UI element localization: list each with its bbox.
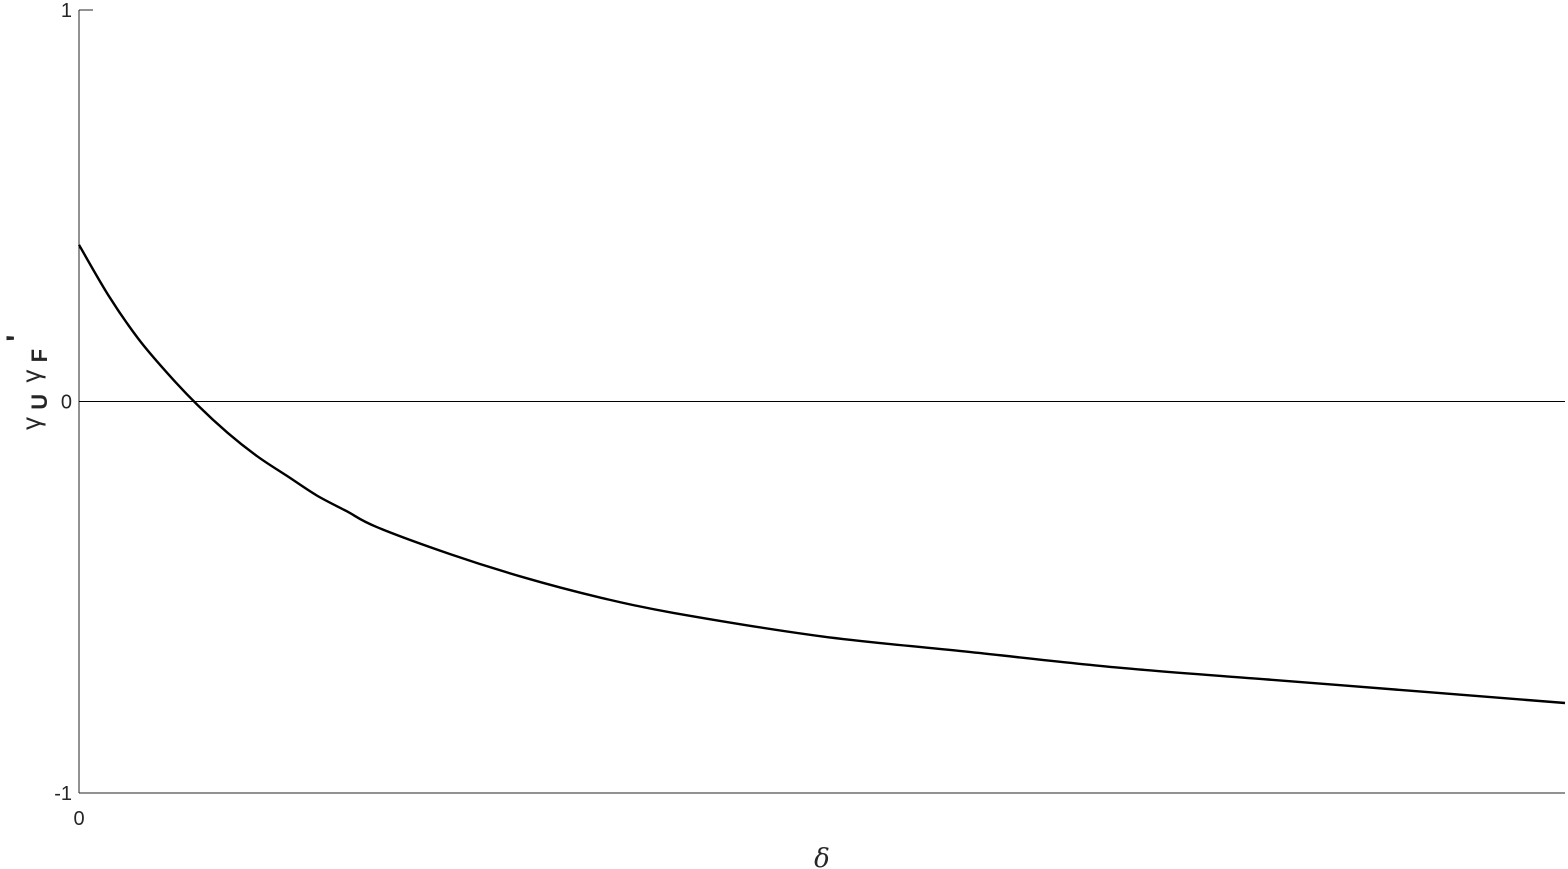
y-label-prime: ' [1,335,34,342]
x-tick-label-0: 0 [73,808,84,830]
y-label-sub-f: F [27,349,52,362]
svg-text:γ U γ F: γ U γ F ' [1,335,53,430]
y-label-sub-u: U [27,394,52,410]
series-layer [77,244,1566,705]
y-tick-label-1: 0 [61,392,72,414]
y-axis-label: γ U γ F ' [1,335,53,430]
axes [78,9,1565,794]
y-tick-label-0: 1 [61,0,72,22]
y-label-gamma-1: γ [16,417,46,430]
x-axis-label: δ [814,844,830,869]
y-label-gamma-2: γ [16,370,46,383]
y-tick-label-2: -1 [54,783,72,805]
tick-labels: 10-10 [54,0,84,830]
series-line-0 [77,244,1566,705]
